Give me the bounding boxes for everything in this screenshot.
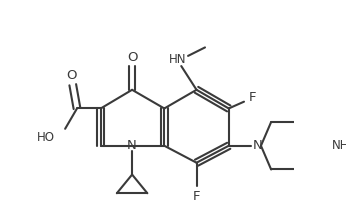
Text: HN: HN bbox=[169, 53, 186, 66]
Text: N: N bbox=[127, 139, 137, 152]
Text: HO: HO bbox=[37, 131, 55, 144]
Text: N: N bbox=[253, 139, 263, 152]
Text: NH: NH bbox=[332, 139, 346, 152]
Text: O: O bbox=[66, 69, 76, 82]
Text: F: F bbox=[249, 91, 256, 104]
Text: O: O bbox=[127, 51, 137, 64]
Text: F: F bbox=[193, 190, 200, 203]
